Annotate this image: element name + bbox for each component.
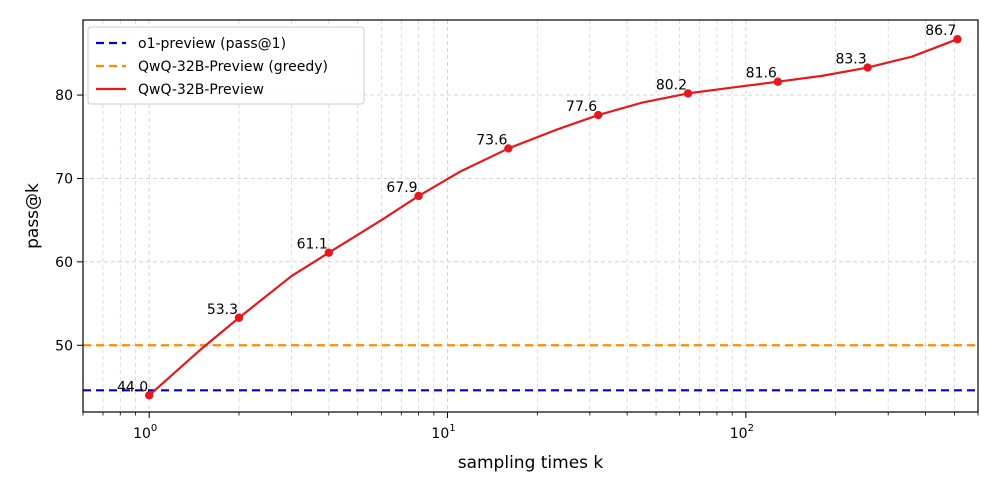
data-point	[773, 77, 783, 86]
data-point	[594, 110, 603, 120]
data-label: 61.1	[297, 237, 328, 253]
x-tick-label-base: 10	[730, 426, 748, 442]
x-tick-label: 101	[431, 423, 455, 442]
x-tick-label-base: 10	[431, 426, 449, 442]
plot-frame	[82, 19, 979, 413]
data-label: 83.3	[835, 52, 866, 68]
x-axis-title: sampling times k	[458, 453, 604, 473]
data-label: 77.6	[566, 99, 597, 115]
x-tick-label-exponent: 1	[449, 423, 455, 434]
series-line	[148, 38, 958, 397]
y-axis-title: pass@k	[23, 183, 43, 249]
legend-box	[87, 26, 365, 105]
data-point	[324, 248, 333, 257]
reference-lines	[83, 344, 978, 392]
data-label: 86.7	[925, 23, 956, 39]
y-tick-label: 80	[55, 88, 73, 104]
data-point	[953, 34, 962, 44]
x-tick-label-exponent: 2	[748, 423, 754, 434]
x-tick-label: 102	[730, 423, 754, 442]
x-tick-label-exponent: 0	[151, 423, 157, 434]
y-tick-label: 50	[55, 338, 73, 354]
legend-label: o1-preview (pass@1)	[138, 36, 286, 52]
legend-label: QwQ-32B-Preview	[138, 82, 264, 98]
y-tick-label: 70	[55, 171, 73, 187]
y-tick-label: 60	[55, 255, 73, 271]
data-label: 80.2	[656, 77, 687, 93]
data-point	[414, 191, 423, 201]
data-label: 81.6	[746, 66, 777, 82]
data-labels: 44.0 53.3 61.1 67.9 73.6 77.6 80.2 81.6 83.3 86.7	[117, 23, 956, 395]
legend: o1-preview (pass@1) QwQ-32B-Preview (gree…	[87, 26, 365, 105]
data-label: 73.6	[476, 132, 507, 148]
data-point	[863, 63, 872, 72]
x-tick-label-base: 10	[133, 426, 151, 442]
data-point	[144, 391, 154, 400]
legend-label: QwQ-32B-Preview (greedy)	[138, 59, 328, 75]
data-point	[234, 313, 244, 322]
data-label: 53.3	[207, 302, 238, 318]
grid	[82, 20, 979, 412]
x-tick-label: 100	[133, 423, 157, 442]
series-layer	[144, 34, 962, 400]
data-point	[504, 144, 513, 153]
data-point	[683, 89, 693, 98]
data-label: 67.9	[386, 180, 417, 196]
data-label: 44.0	[117, 379, 148, 395]
